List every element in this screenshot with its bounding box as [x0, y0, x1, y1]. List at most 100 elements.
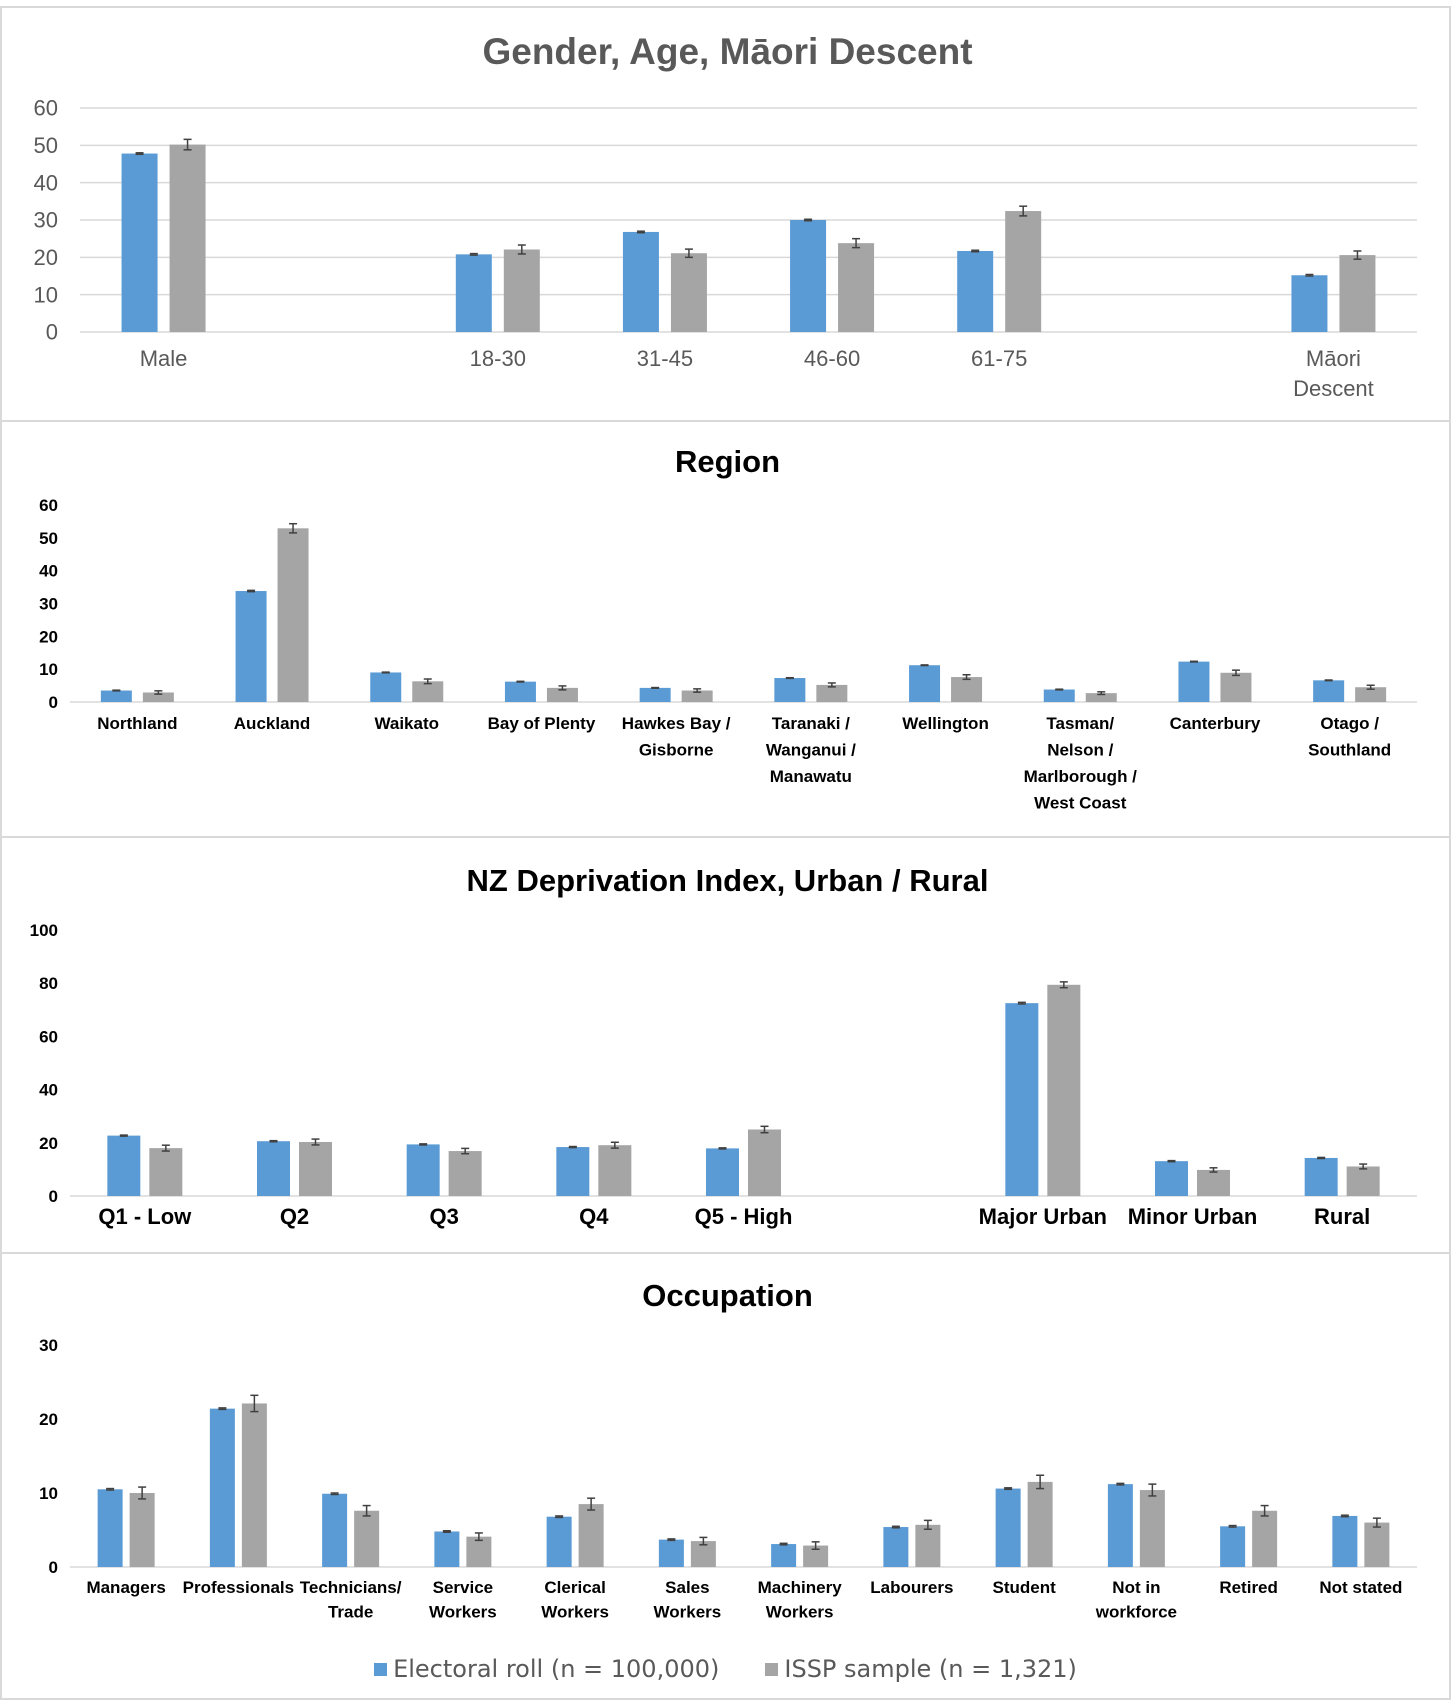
error-bar	[558, 685, 567, 691]
y-tick-label: 0	[46, 320, 58, 345]
error-bar	[469, 252, 478, 256]
error-bar	[1359, 1163, 1368, 1170]
error-bar	[1231, 669, 1240, 677]
y-tick-label: 60	[39, 496, 58, 515]
error-bar	[568, 1145, 577, 1149]
error-bar	[699, 1536, 708, 1546]
error-bar	[442, 1529, 451, 1533]
chart-title: Region	[675, 444, 780, 479]
error-bar	[610, 1141, 619, 1149]
bar-otago-southland-issp	[1355, 687, 1387, 702]
bar-male-electoral	[121, 153, 158, 332]
x-tick-label-not-in-workforce: Not in workforce	[1095, 1578, 1177, 1622]
bar-machinery-workers-issp	[803, 1545, 829, 1567]
error-bar	[1167, 1159, 1176, 1163]
legend-label-issp: ISSP sample (n = 1,321)	[784, 1655, 1077, 1683]
x-tick-label-student: Student	[992, 1578, 1056, 1597]
bar-waikato-issp	[412, 681, 444, 702]
y-tick-label: 10	[39, 1484, 58, 1503]
x-tick-label-hawkes-bay-gisborne: Hawkes Bay / Gisborne	[622, 714, 731, 760]
x-tick-label-northland: Northland	[97, 714, 177, 733]
bar-service-workers-electoral	[434, 1531, 460, 1567]
bar-q5-high-electoral	[706, 1148, 739, 1196]
error-bar	[1036, 1474, 1045, 1490]
error-bar	[1366, 684, 1375, 690]
chart-svg: Region 0 10 20 30 40 50 60 Northland Auckland Waik…	[39, 444, 1417, 813]
error-bar	[311, 1138, 320, 1146]
bar-machinery-workers-electoral	[771, 1544, 797, 1567]
error-bar	[1019, 205, 1028, 217]
x-tick-label-major-urban: Major Urban	[979, 1204, 1107, 1229]
error-bar	[1004, 1487, 1013, 1491]
x-tick-label-q5-high: Q5 - High	[695, 1204, 793, 1229]
chart-svg: Gender, Age, Māori Descent 0 10 20 30 40 50 60 M…	[34, 31, 1417, 401]
bar-wellington-electoral	[909, 665, 941, 702]
error-bar	[247, 589, 256, 593]
bar-minor-urban-electoral	[1155, 1161, 1188, 1196]
x-tick-label-q4: Q4	[579, 1204, 609, 1229]
y-tick-label: 30	[39, 594, 58, 613]
y-tick-label: 20	[39, 1134, 58, 1153]
bar-taranaki-wanganui-manawatu-issp	[816, 684, 848, 702]
x-tick-label-not-stated: Not stated	[1319, 1578, 1402, 1597]
error-bar	[923, 1519, 932, 1531]
bar-q1-low-issp	[149, 1148, 183, 1196]
x-tick-label-46-60: 46-60	[804, 346, 860, 371]
x-tick-label-male: Male	[140, 346, 188, 371]
x-tick-label-taranaki-wanganui-manawatu: Taranaki / Wanganui / Manawatu	[766, 714, 856, 786]
x-tick-label-technicians-trade: Technicians/Trade	[300, 1578, 402, 1622]
error-bar	[474, 1532, 483, 1542]
bar-q2-electoral	[257, 1141, 290, 1196]
error-bar	[962, 673, 971, 681]
error-bar	[1189, 660, 1198, 663]
bar-service-workers-issp	[466, 1536, 492, 1567]
error-bar	[218, 1407, 227, 1411]
y-tick-label: 100	[30, 921, 58, 940]
chart-title: Occupation	[642, 1278, 813, 1313]
bar-managers-electoral	[97, 1489, 123, 1567]
bar-31-45-electoral	[622, 231, 659, 332]
error-bar	[693, 688, 702, 693]
y-tick-label: 60	[34, 96, 58, 121]
x-tick-label-sales-workers: Sales Workers	[654, 1578, 722, 1622]
bar-auckland-issp	[277, 528, 309, 702]
error-bar	[161, 1144, 170, 1152]
error-bar	[1017, 1001, 1026, 1005]
bar-q5-high-issp	[748, 1129, 781, 1196]
bar-technicians-trade-electoral	[322, 1493, 348, 1567]
error-bar	[718, 1147, 727, 1150]
x-tick-label-clerical-workers: Clerical Workers	[541, 1578, 609, 1622]
bar-tasman-nelson-marlborough-west-coast-electoral	[1043, 689, 1075, 702]
bar-northland-issp	[142, 692, 174, 702]
bar-minor-urban-issp	[1197, 1169, 1230, 1196]
y-tick-label: 30	[39, 1336, 58, 1355]
bar-q3-electoral	[406, 1144, 440, 1196]
legend-label-electoral: Electoral roll (n = 100,000)	[393, 1655, 720, 1683]
error-bar	[289, 522, 298, 534]
y-tick-label: 30	[34, 208, 58, 233]
bar-labourers-electoral	[883, 1527, 909, 1567]
y-tick-label: 20	[34, 245, 58, 270]
bar-18-30-electoral	[455, 254, 492, 332]
chart-svg: NZ Deprivation Index, Urban / Rural 0 20 40…	[30, 863, 1417, 1229]
error-bar	[106, 1487, 115, 1491]
error-bar	[381, 671, 390, 674]
chart-title: NZ Deprivation Index, Urban / Rural	[467, 863, 989, 898]
bar-sales-workers-electoral	[658, 1539, 684, 1567]
x-tick-label-q1-low: Q1 - Low	[98, 1204, 192, 1229]
error-bar	[423, 678, 432, 685]
error-bar	[1209, 1167, 1218, 1173]
bar-major-urban-electoral	[1005, 1003, 1039, 1196]
bar-student-electoral	[995, 1488, 1021, 1567]
bar-m-ori-descent-electoral	[1291, 275, 1328, 332]
error-bar	[1228, 1524, 1237, 1528]
error-bar	[760, 1125, 769, 1134]
y-tick-label: 50	[39, 529, 58, 548]
y-tick-label: 20	[39, 1410, 58, 1429]
error-bar	[587, 1497, 596, 1511]
error-bar	[135, 152, 144, 156]
error-bar	[362, 1504, 371, 1517]
error-bar	[827, 682, 836, 688]
x-tick-label-q3: Q3	[429, 1204, 458, 1229]
